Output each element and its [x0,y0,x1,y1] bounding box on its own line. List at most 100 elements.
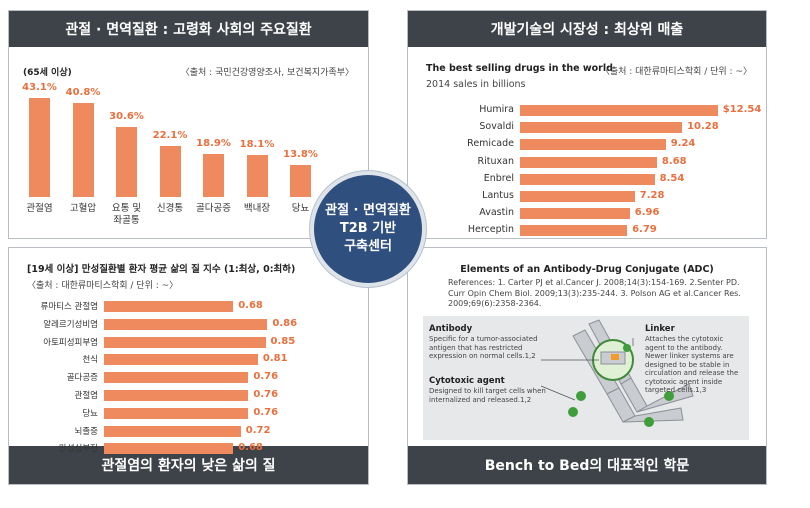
qol-category-label: 아토피성피부염 [43,337,98,348]
qol-category-label: 관절염 [74,391,98,401]
center-badge: 관절 · 면역질환 T2B 기반 구축센터 [310,171,426,287]
center-badge-line2: T2B 기반 [339,221,397,236]
prevalence-category-label: 골다공증 [196,203,231,214]
qol-category-label: 류마티스 관절염 [40,302,98,312]
sales-category-label: Herceptin [467,224,514,236]
qol-source: 〈출처 : 대한류마티스학회 / 단위 : ~〉 [27,281,179,291]
adc-panel: Elements of an Antibody-Drug Conjugate (… [407,247,767,485]
sales-category-label: Remicade [467,138,514,150]
qol-bar [104,301,234,312]
prevalence-panel-title: 관절 · 면역질환 : 고령화 사회의 주요질환 [9,11,368,47]
sales-bar [520,173,655,185]
qol-category-label: 천식 [82,355,98,366]
qol-value-label: 0.76 [253,406,279,418]
sales-bar [520,156,657,168]
qol-bar [104,425,241,437]
qol-footer: 관절염의 환자의 낮은 삶의 질 [9,446,368,484]
sales-category-label: Rituxan [477,155,514,167]
sales-value-label: 9.24 [670,138,696,150]
sales-bar [520,225,628,237]
sales-category-label: Avastin [479,207,514,219]
qol-bar [104,354,258,366]
qol-value-label: 0.68 [238,300,263,311]
qol-value-label: 0.85 [270,335,296,347]
sales-bar [520,122,683,134]
prevalence-category-label: 요통 및 좌골통 [111,203,142,226]
sales-value-label: $12.54 [722,104,762,115]
qol-bar [104,443,234,455]
prevalence-bar [246,155,268,197]
qol-value-label: 0.86 [272,317,298,329]
sales-category-label: Enbrel [483,172,514,184]
qol-category-label: 만성심부전 [58,444,98,455]
prevalence-source: 〈출처 : 국민건강영양조사, 보건복지가족부〉 [180,68,354,78]
sales-value-label: 10.28 [687,121,719,133]
antibody-illustration [540,319,694,427]
sales-subtitle: 2014 sales in billions [426,79,526,90]
sales-value-label: 7.28 [639,190,665,201]
prevalence-category-label: 관절염 [26,203,53,214]
prevalence-value-label: 22.1% [152,130,188,142]
sales-bar [520,208,630,220]
qol-bar [104,372,249,384]
prevalence-category-label: 신경통 [156,203,184,214]
qol-bar [104,318,268,330]
prevalence-category-label: 백내장 [243,203,271,214]
sales-source: 〈출처 : 대한류마티스학회 / 단위 : ~〉 [600,67,752,77]
prevalence-value-label: 30.6% [109,110,144,122]
qol-category-label: 당뇨 [82,408,98,419]
prevalence-value-label: 43.1% [22,81,57,93]
antibody-title: Antibody [429,324,473,334]
sales-value-label: 8.68 [661,155,687,167]
qol-category-label: 뇌졸중 [74,426,98,437]
qol-value-label: 0.81 [262,353,288,365]
sales-bar [520,191,635,202]
qol-bar [104,336,266,348]
prevalence-value-label: 18.9% [196,137,231,149]
sales-category-label: Lantus [482,190,514,201]
qol-category-label: 골다공증 [66,373,98,384]
qol-chart-title: [19세 이상] 만성질환별 환자 평균 삶의 질 지수 (1:최상, 0:최하… [27,264,296,275]
sales-bar [520,105,718,116]
adc-footer: Bench to Bed의 대표적인 학문 [408,446,766,484]
prevalence-category-label: 고혈압 [69,203,97,214]
linker-desc: Attaches the cytotoxic agent to the anti… [645,335,739,394]
prevalence-bar [72,103,94,197]
qol-bar [104,407,249,419]
sales-panel-title: 개발기술의 시장성 : 최상위 매출 [408,11,766,47]
sales-bar [520,139,666,151]
center-badge-line1: 관절 · 면역질환 [325,203,411,218]
quality-of-life-panel: [19세 이상] 만성질환별 환자 평균 삶의 질 지수 (1:최상, 0:최하… [8,247,369,485]
prevalence-bar [290,165,311,197]
prevalence-subtitle: (65세 이상) [23,68,72,78]
adc-references: References: 1. Carter PJ et al.Cancer J.… [448,278,741,308]
prevalence-panel: 관절 · 면역질환 : 고령화 사회의 주요질환 (65세 이상) 〈출처 : … [8,10,369,239]
linker-title: Linker [645,324,675,334]
qol-value-label: 0.68 [238,442,263,454]
adc-heading: Elements of an Antibody-Drug Conjugate (… [460,264,714,275]
sales-panel: 개발기술의 시장성 : 최상위 매출 The best selling drug… [407,10,767,239]
prevalence-value-label: 40.8% [65,87,101,99]
sales-value-label: 8.54 [659,172,685,184]
sales-category-label: Sovaldi [479,121,514,133]
adc-diagram: Antibody Specific for a tumor-associated… [423,316,749,440]
prevalence-bar [159,146,181,197]
prevalence-bar [203,153,224,197]
qol-bar [104,390,249,401]
center-badge-line3: 구축센터 [344,239,392,254]
prevalence-value-label: 18.1% [239,139,275,151]
prevalence-value-label: 13.8% [283,149,318,161]
qol-category-label: 알레르기성비염 [43,319,98,330]
prevalence-bar [116,126,137,197]
sales-value-label: 6.96 [634,207,660,219]
qol-value-label: 0.76 [253,371,279,383]
qol-value-label: 0.72 [245,424,271,436]
cytotoxic-title: Cytotoxic agent [429,376,505,386]
antibody-desc: Specific for a tumor-associated antigen … [429,335,538,360]
prevalence-bar [29,97,50,197]
sales-category-label: Humira [479,104,514,115]
prevalence-category-label: 당뇨 [291,203,310,214]
sales-value-label: 6.79 [632,224,657,236]
sales-chart-title: The best selling drugs in the world [426,63,613,74]
cytotoxic-desc: Designed to kill target cells when inter… [429,387,546,404]
